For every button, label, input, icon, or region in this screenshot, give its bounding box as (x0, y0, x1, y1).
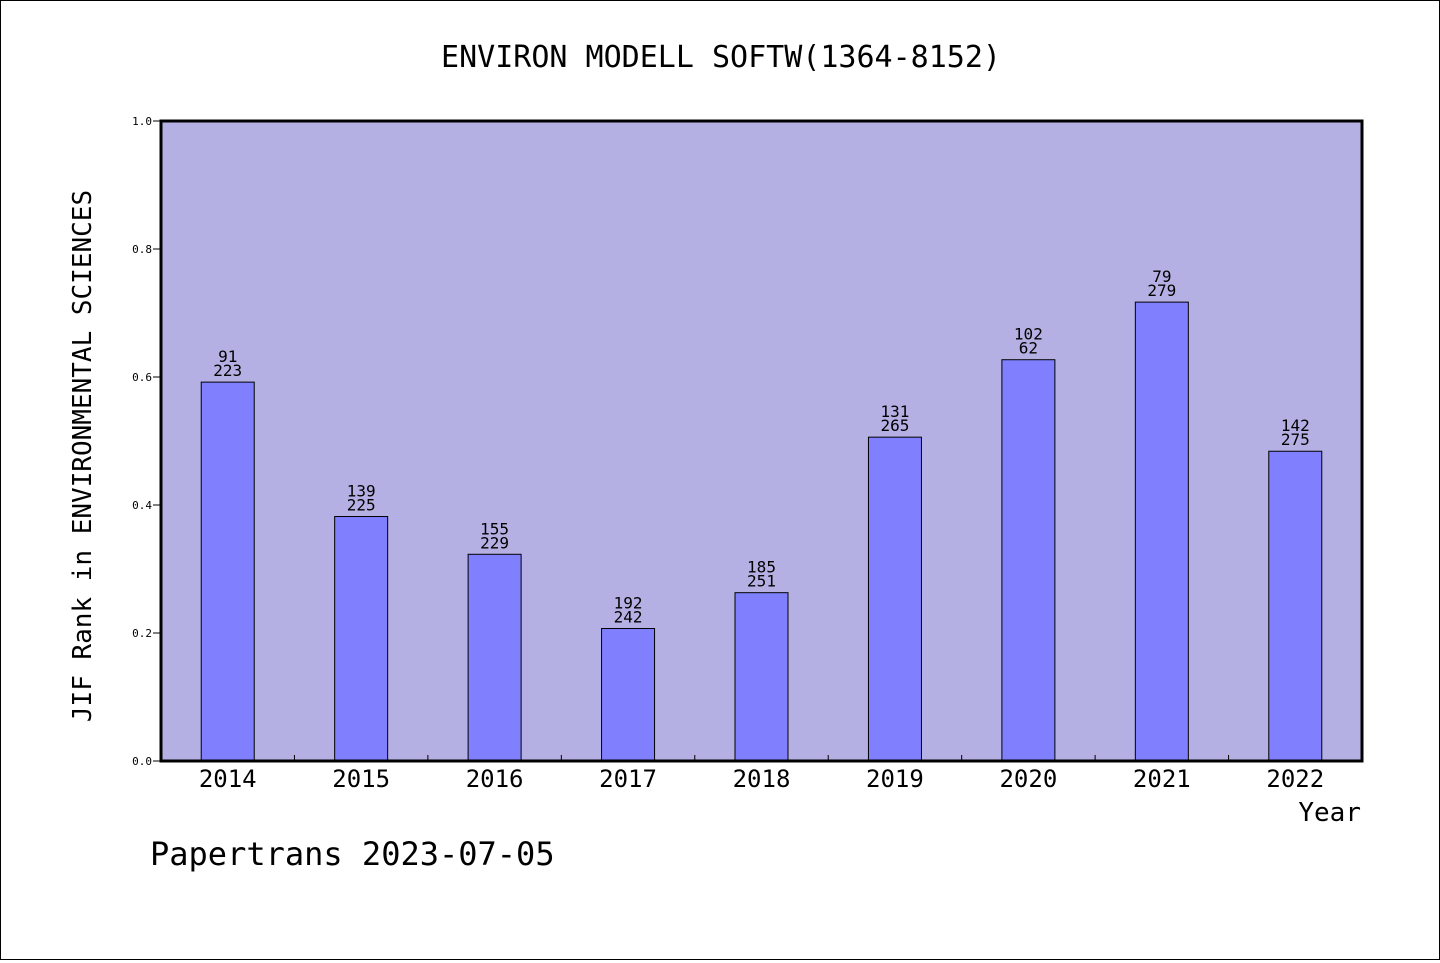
bar-rank-label: 102 (1014, 325, 1043, 344)
bar-2018 (734, 592, 789, 762)
bar-2014 (200, 381, 255, 762)
bar-2021 (1134, 301, 1189, 762)
bar-rank-label: 142 (1281, 416, 1310, 435)
bar-2020 (1001, 359, 1056, 762)
x-tick-label: 2014 (199, 765, 257, 793)
bar-total-label: 275 (1281, 430, 1310, 449)
y-tick-label: 0.6 (132, 371, 152, 384)
x-tick-label: 2020 (999, 765, 1057, 793)
bar-total-label: 251 (747, 572, 776, 591)
bar-series (200, 301, 1323, 762)
bar-total-label: 279 (1147, 281, 1176, 300)
y-tick-label: 1.0 (132, 115, 152, 128)
bar-rank-label: 131 (880, 402, 909, 421)
bar-total-label: 229 (480, 533, 509, 552)
bar-total-label: 225 (347, 496, 376, 515)
y-axis: 0.0 0.2 0.4 0.6 0.8 1.0 (132, 115, 161, 768)
bar-rank-label: 155 (480, 519, 509, 538)
bar-total-label: 242 (614, 608, 643, 627)
plot-border (159, 119, 1364, 763)
x-axis: 2014 2015 2016 2017 2018 2019 2020 2021 2022 (199, 755, 1324, 793)
bar-2019 (867, 436, 922, 762)
bar-total-label: 62 (1019, 339, 1038, 358)
bar-2022 (1268, 450, 1323, 762)
bar-total-label: 265 (880, 416, 909, 435)
x-tick-label: 2021 (1133, 765, 1191, 793)
y-axis-label: JIF Rank in ENVIRONMENTAL SCIENCES (68, 190, 98, 722)
footer-credit: Papertrans 2023-07-05 (150, 835, 555, 873)
bar-2016 (467, 553, 522, 762)
bar-2017 (601, 628, 656, 762)
x-tick-label: 2016 (466, 765, 524, 793)
bar-total-label: 223 (213, 361, 242, 380)
y-tick-label: 0.8 (132, 243, 152, 256)
bar-rank-label: 79 (1152, 267, 1171, 286)
x-axis-label: Year (1298, 798, 1361, 828)
y-tick-label: 0.0 (132, 755, 152, 768)
chart-title: ENVIRON MODELL SOFTW(1364-8152) (441, 40, 1001, 75)
bar-rank-label: 185 (747, 558, 776, 577)
bar-2015 (334, 516, 389, 762)
x-tick-label: 2015 (332, 765, 390, 793)
x-tick-label: 2018 (733, 765, 791, 793)
bar-rank-label: 91 (218, 347, 237, 366)
x-tick-label: 2017 (599, 765, 657, 793)
y-tick-label: 0.4 (132, 499, 152, 512)
bar-rank-label: 139 (347, 482, 376, 501)
x-tick-label: 2019 (866, 765, 924, 793)
y-tick-label: 0.2 (132, 627, 152, 640)
bar-rank-label: 192 (614, 594, 643, 613)
x-tick-label: 2022 (1266, 765, 1324, 793)
